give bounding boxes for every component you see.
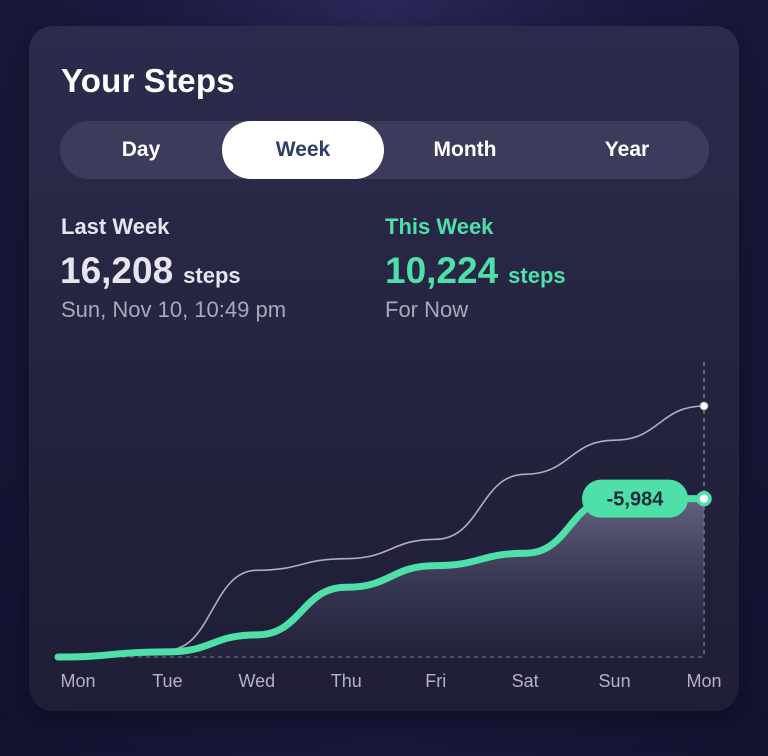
this-week-steps-unit: steps xyxy=(508,263,566,288)
period-segmented-control: Day Week Month Year xyxy=(60,121,709,179)
last-week-steps-unit: steps xyxy=(183,263,241,288)
x-tick-label: Tue xyxy=(152,671,182,691)
difference-badge-bg xyxy=(582,479,688,518)
last-week-series-line xyxy=(57,405,705,658)
x-tick-label: Fri xyxy=(425,671,446,691)
last-week-timestamp: Sun, Nov 10, 10:49 pm xyxy=(61,297,287,322)
x-tick-label: Thu xyxy=(331,671,362,691)
this-week-status: For Now xyxy=(385,297,469,322)
this-week-endpoint-dot xyxy=(696,490,712,507)
x-tick-label: Mon xyxy=(686,671,721,691)
difference-badge-text: -5,984 xyxy=(607,489,665,511)
this-week-area xyxy=(58,498,704,657)
period-tab-month[interactable]: Month xyxy=(433,138,497,161)
x-tick-label: Sat xyxy=(512,671,539,691)
x-tick-label: Mon xyxy=(60,671,95,691)
last-week-steps-value: 16,208 xyxy=(60,250,174,291)
period-tab-day[interactable]: Day xyxy=(121,138,161,161)
last-week-endpoint-dot xyxy=(699,401,709,411)
card-title: Your Steps xyxy=(61,62,235,99)
last-week-steps: 16,208 steps xyxy=(60,250,241,292)
last-week-label: Last Week xyxy=(61,214,170,239)
difference-badge: -5,984 xyxy=(582,479,688,518)
period-tab-year[interactable]: Year xyxy=(604,138,650,161)
this-week-steps: 10,224 steps xyxy=(385,250,566,292)
period-tab-week[interactable]: Week xyxy=(222,121,384,179)
this-week-steps-value: 10,224 xyxy=(385,250,499,291)
x-tick-label: Wed xyxy=(239,671,276,691)
this-week-label: This Week xyxy=(385,214,494,239)
x-tick-label: Sun xyxy=(599,671,631,691)
